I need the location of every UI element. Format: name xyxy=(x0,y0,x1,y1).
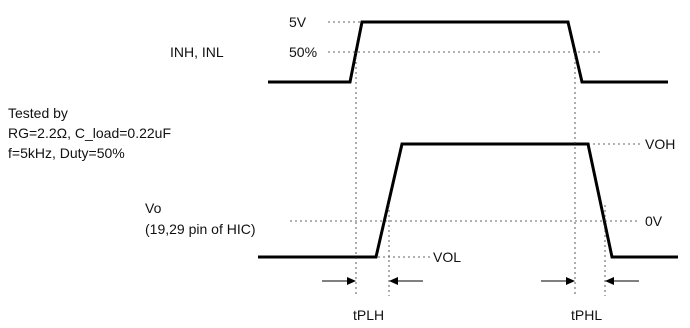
input-5v-label: 5V xyxy=(289,14,307,30)
tplh-left-arrowhead xyxy=(347,277,356,285)
output-pin-note: (19,29 pin of HIC) xyxy=(145,221,256,237)
tphl-dimension-arrows xyxy=(541,277,639,285)
output-voh-label: VOH xyxy=(645,136,675,152)
input-waveform-group xyxy=(268,20,668,84)
tphl-label: tPHL xyxy=(571,307,602,323)
input-50pct-label: 50% xyxy=(289,44,317,60)
test-conditions-line2: RG=2.2Ω, C_load=0.22uF xyxy=(8,125,171,141)
output-0v-label: 0V xyxy=(645,213,663,229)
tphl-right-arrowhead xyxy=(605,277,614,285)
input-waveform xyxy=(268,20,668,84)
tplh-label: tPLH xyxy=(353,307,384,323)
tplh-right-arrowhead xyxy=(389,277,398,285)
test-conditions-line1: Tested by xyxy=(8,105,68,121)
tplh-dimension-arrows xyxy=(322,277,423,285)
input-signal-label: INH, INL xyxy=(170,44,224,60)
output-vol-label: VOL xyxy=(433,249,461,265)
test-conditions-line3: f=5kHz, Duty=50% xyxy=(8,145,125,161)
output-signal-label: Vo xyxy=(145,200,162,216)
tphl-left-arrowhead xyxy=(566,277,575,285)
output-waveform xyxy=(258,142,678,259)
output-waveform-group xyxy=(258,142,678,259)
